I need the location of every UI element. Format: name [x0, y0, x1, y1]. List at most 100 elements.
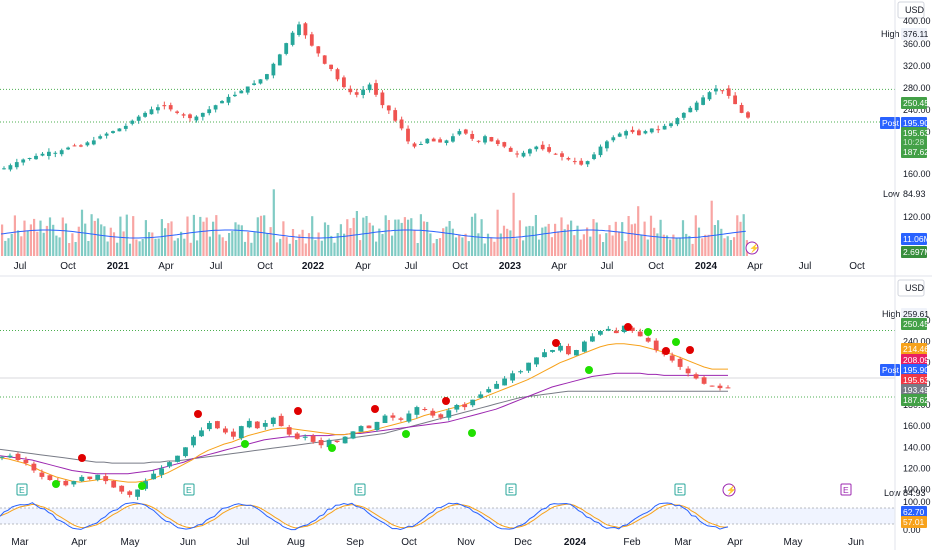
volume-bar: [231, 231, 234, 256]
top-candle: [720, 90, 725, 92]
volume-bar: [723, 238, 726, 256]
bottom-candle: [79, 476, 85, 482]
bottom-price-187-bg: [901, 394, 927, 406]
bottom-candle: [590, 336, 595, 342]
bottom-candle: [566, 346, 571, 355]
bottom-candle: [605, 328, 611, 331]
top-price-187-bg: [901, 146, 927, 158]
volume-bar: [1, 224, 4, 256]
top-candle: [739, 105, 744, 113]
volume-bar: [122, 231, 125, 256]
bottom-candle: [262, 423, 268, 427]
top-candle: [643, 131, 648, 134]
top-currency: USD: [905, 5, 925, 15]
volume-bar: [215, 215, 218, 256]
top-candle: [303, 23, 308, 36]
top-candle: [380, 92, 385, 106]
volume-bar: [323, 222, 327, 256]
volume-bar: [474, 213, 477, 256]
bottom-candle: [63, 480, 69, 486]
volume-bar: [196, 240, 199, 256]
sell-signal-dot: [624, 323, 632, 331]
volume-ma-line: [0, 229, 746, 239]
volume-bar: [336, 233, 339, 256]
volume-bar: [112, 232, 116, 256]
top-candle: [579, 160, 584, 165]
sell-signal-dot: [686, 346, 694, 354]
top-candle: [348, 88, 353, 93]
volume-bar: [637, 206, 640, 256]
bottom-candle: [550, 350, 555, 352]
bottom-candle: [39, 472, 45, 477]
volume-bar: [375, 241, 378, 256]
volume-bar: [282, 221, 285, 256]
volume-bar: [617, 231, 621, 256]
volume-bar: [665, 235, 669, 256]
volume-bar: [164, 228, 167, 256]
bottom-candle: [302, 436, 308, 438]
volume-bar: [461, 237, 464, 256]
volume-bar: [419, 214, 422, 256]
bottom-candle: [15, 453, 21, 460]
volume-bar: [493, 241, 496, 256]
top-price-195-90-bg: [901, 117, 927, 129]
volume-bar: [192, 214, 195, 256]
bottom-x-tick: Aug: [287, 537, 305, 548]
volume-bar: [410, 218, 413, 256]
bottom-candle: [613, 330, 619, 334]
volume-bar: [538, 239, 541, 256]
sell-signal-dot: [442, 397, 450, 405]
volume-bar: [566, 224, 569, 256]
earnings-icon: [183, 483, 195, 496]
bottom-low-value: 84.93: [903, 488, 926, 498]
top-candle: [284, 43, 289, 54]
volume-bar: [544, 226, 547, 256]
top-price-195-90: 195.90: [903, 118, 929, 128]
top-candle: [53, 152, 58, 154]
volume-bar: [212, 221, 215, 256]
bottom-candle: [454, 405, 460, 410]
sell-signal-dot: [371, 405, 379, 413]
top-x-tick: 2021: [107, 261, 130, 272]
top-y-tick: 120.00: [903, 212, 931, 222]
volume-bar: [68, 243, 71, 256]
bottom-candle: [422, 409, 428, 410]
top-candle: [27, 158, 32, 159]
bottom-candle: [438, 414, 444, 418]
osc-k-value: 62.70: [903, 507, 925, 517]
sell-signal-dot: [662, 347, 670, 355]
top-candle: [592, 154, 596, 159]
volume-bar: [486, 233, 490, 256]
volume-bar: [339, 224, 342, 256]
volume-bar: [391, 235, 394, 256]
volume-bar: [713, 225, 716, 256]
bottom-candle: [0, 456, 5, 458]
top-candle: [123, 125, 128, 129]
volume-bar: [96, 218, 100, 256]
volume-bar: [442, 228, 445, 256]
bottom-candle: [103, 476, 109, 482]
volume-bar: [39, 220, 42, 256]
volume-bar: [128, 243, 132, 256]
volume-bar: [295, 240, 298, 256]
volume-bar: [640, 234, 643, 256]
bottom-candle: [366, 425, 372, 429]
top-candle: [412, 143, 417, 147]
top-candle: [309, 34, 314, 46]
sell-signal-dot: [552, 339, 560, 347]
top-candle: [733, 95, 737, 105]
top-candle: [624, 131, 628, 136]
bottom-candle: [119, 485, 125, 492]
bottom-candle: [494, 383, 499, 389]
bottom-candle: [246, 420, 252, 428]
volume-bar: [397, 219, 400, 256]
top-candle: [194, 116, 199, 121]
bottom-candle: [151, 473, 156, 480]
bottom-sma100-value-bg: [901, 354, 927, 366]
bottom-candle: [486, 389, 492, 393]
volume-bar: [624, 241, 627, 256]
volume-bar: [726, 236, 729, 256]
top-candle: [726, 88, 731, 96]
volume-bar: [688, 235, 691, 256]
top-candle: [130, 120, 135, 124]
